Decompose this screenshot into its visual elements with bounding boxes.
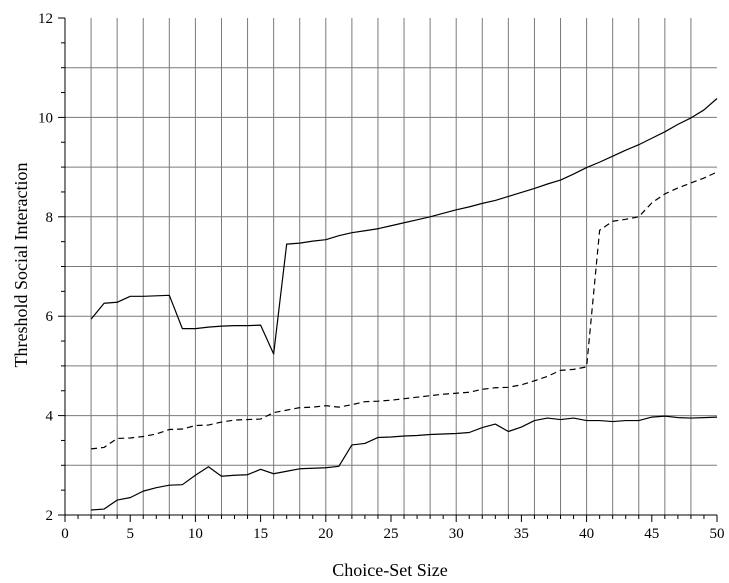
x-tick-label: 15 bbox=[253, 526, 268, 542]
x-tick-label: 35 bbox=[514, 526, 529, 542]
series-line-1 bbox=[90, 98, 718, 355]
y-tick-label: 2 bbox=[46, 508, 54, 524]
x-tick-label: 25 bbox=[384, 526, 399, 542]
x-tick-label: 5 bbox=[126, 526, 134, 542]
x-tick-label: 50 bbox=[710, 526, 725, 542]
axes bbox=[58, 17, 718, 522]
y-tick-label: 10 bbox=[38, 110, 53, 126]
x-tick-label: 10 bbox=[188, 526, 203, 542]
series-lines bbox=[90, 98, 718, 511]
x-tick-label: 20 bbox=[318, 526, 333, 542]
y-tick-label: 6 bbox=[46, 309, 54, 325]
x-tick-label: 30 bbox=[449, 526, 464, 542]
y-tick-label: 8 bbox=[46, 210, 54, 226]
x-tick-label: 40 bbox=[579, 526, 594, 542]
y-axis-label: Threshold Social Interaction bbox=[11, 163, 31, 368]
series-line-2 bbox=[91, 171, 718, 450]
tick-labels: 0 5 10 15 20 25 30 35 40 45 50 2 4 6 8 10 12 bbox=[38, 11, 725, 542]
x-axis-label: Choice-Set Size bbox=[332, 560, 447, 580]
y-tick-label: 12 bbox=[38, 11, 53, 27]
x-tick-label: 0 bbox=[61, 526, 69, 542]
series-line-3 bbox=[91, 415, 718, 511]
x-tick-label: 45 bbox=[644, 526, 659, 542]
grid-lines bbox=[65, 18, 717, 515]
y-tick-label: 4 bbox=[46, 409, 54, 425]
